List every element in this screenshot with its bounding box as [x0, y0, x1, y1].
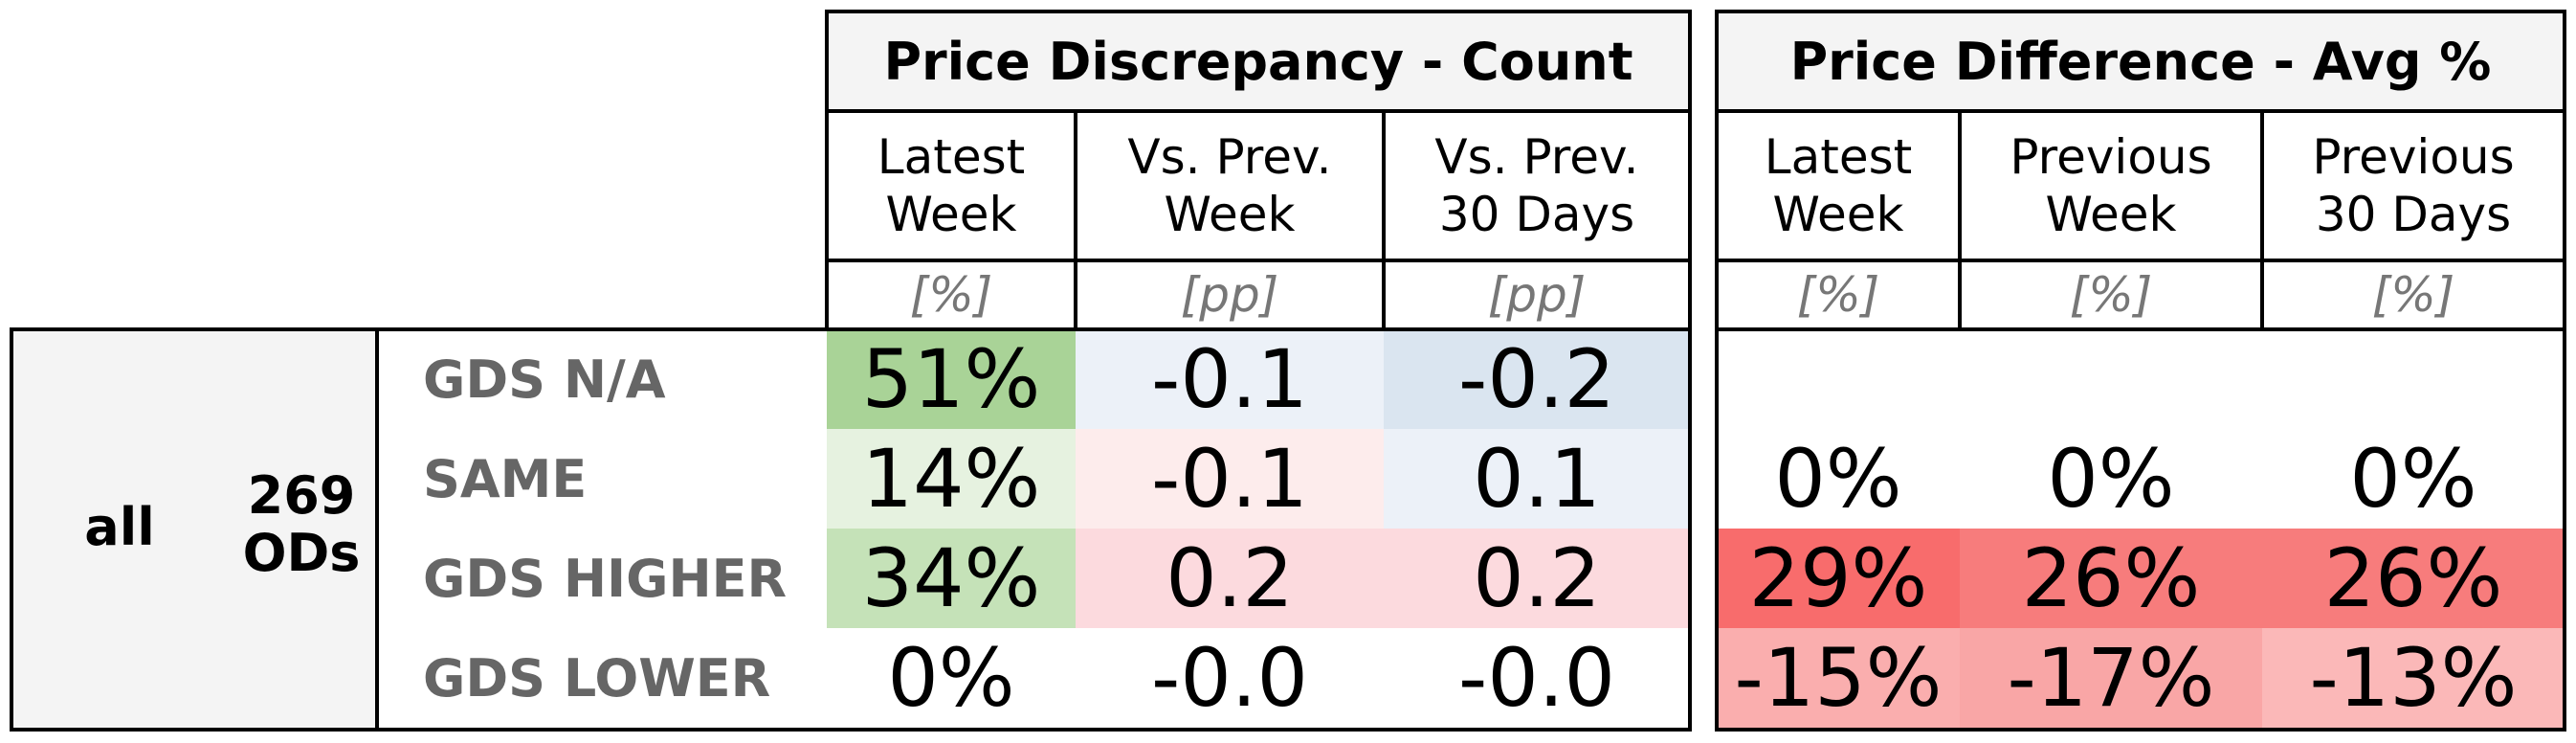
avg-cell-r0-c0: [1717, 329, 1960, 429]
row-label-same: SAME: [423, 448, 588, 509]
left-panel-bg: [11, 329, 379, 732]
group-label: all: [84, 496, 155, 557]
count-cell-r2-c0: 34%: [827, 529, 1076, 628]
od-count: 269 ODs: [230, 467, 373, 592]
row-label-gds-lower: GDS LOWER: [423, 647, 771, 709]
count-cell-r2-c1: 0.2: [1076, 529, 1384, 628]
count-cell-r1-c2: 0.1: [1384, 429, 1690, 529]
count-col-unit-latest-week: [%]: [909, 267, 993, 323]
count-cell-r2-c2: 0.2: [1384, 529, 1690, 628]
count-col-header-vs-prev-week: Vs. Prev. Week: [1127, 129, 1332, 242]
count-cell-r1-c0: 14%: [827, 429, 1076, 529]
avg-col-unit-previous-week: [%]: [2069, 267, 2153, 323]
count-cell-r3-c1: -0.0: [1076, 628, 1384, 728]
count-col-unit-vs-prev-30-days: [pp]: [1487, 267, 1587, 323]
count-cell-r0-c1: -0.1: [1076, 329, 1384, 429]
count-cell-r1-c1: -0.1: [1076, 429, 1384, 529]
avg-cell-r1-c2: 0%: [2262, 429, 2565, 529]
row-label-gds-na: GDS N/A: [423, 349, 666, 410]
od-count-value: 269: [247, 465, 356, 526]
count-col-header-latest-week: Latest Week: [877, 129, 1026, 242]
row-label-gds-higher: GDS HIGHER: [423, 548, 788, 609]
count-cell-r3-c0: 0%: [827, 628, 1076, 728]
avg-cell-r0-c2: [2262, 329, 2565, 429]
avg-col-header-previous-30-days: Previous 30 Days: [2312, 129, 2515, 242]
count-cell-r0-c2: -0.2: [1384, 329, 1690, 429]
avg-cell-r2-c1: 26%: [1960, 529, 2262, 628]
count-col-unit-vs-prev-week: [pp]: [1180, 267, 1279, 323]
count-cell-r3-c2: -0.0: [1384, 628, 1690, 728]
avg-col-unit-latest-week: [%]: [1796, 267, 1880, 323]
count-col-header-vs-prev-30-days: Vs. Prev. 30 Days: [1434, 129, 1639, 242]
avg-cell-r1-c1: 0%: [1960, 429, 2262, 529]
avg-cell-r3-c1: -17%: [1960, 628, 2262, 728]
avg-col-unit-previous-30-days: [%]: [2371, 267, 2455, 323]
avg-cell-r0-c1: [1960, 329, 2262, 429]
avg-cell-r2-c0: 29%: [1717, 529, 1960, 628]
od-count-unit: ODs: [242, 523, 361, 583]
avg-cell-r2-c2: 26%: [2262, 529, 2565, 628]
avg-cell-r3-c0: -15%: [1717, 628, 1960, 728]
count-cell-r0-c0: 51%: [827, 329, 1076, 429]
avg-col-header-latest-week: Latest Week: [1764, 129, 1913, 242]
avg-table-title: Price Difference - Avg %: [1717, 11, 2565, 111]
avg-col-header-previous-week: Previous Week: [2010, 129, 2212, 242]
avg-cell-r3-c2: -13%: [2262, 628, 2565, 728]
avg-cell-r1-c0: 0%: [1717, 429, 1960, 529]
count-table-title: Price Discrepancy - Count: [827, 11, 1690, 111]
